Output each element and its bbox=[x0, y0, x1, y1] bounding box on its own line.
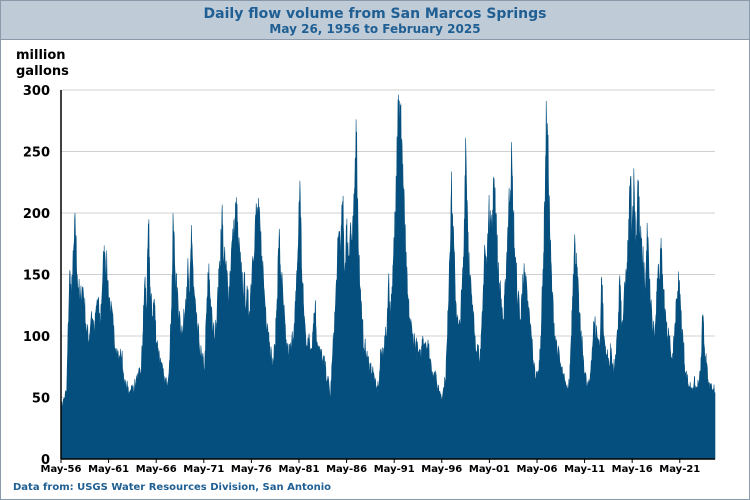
flow-area bbox=[60, 94, 716, 460]
x-tick-label: May-71 bbox=[183, 464, 224, 475]
chart-title: Daily flow volume from San Marcos Spring… bbox=[203, 6, 547, 22]
y-tick-label: 250 bbox=[23, 146, 50, 161]
x-tick-label: May-81 bbox=[278, 464, 319, 475]
x-tick-labels: May-56 May-61 May-66 May-71 May-76 May-81 May-… bbox=[41, 464, 701, 475]
y-tick-label: 150 bbox=[23, 269, 50, 284]
source-note: Data from: USGS Water Resources Division… bbox=[13, 482, 332, 493]
chart-header: Daily flow volume from San Marcos Spring… bbox=[1, 1, 749, 40]
y-tick-label: 0 bbox=[41, 453, 50, 468]
x-tick-label: May-61 bbox=[88, 464, 129, 475]
x-tick-label: May-16 bbox=[612, 464, 653, 475]
x-tick-label: May-76 bbox=[231, 464, 272, 475]
x-tick-label: May-01 bbox=[469, 464, 510, 475]
x-tick-label: May-11 bbox=[564, 464, 605, 475]
x-tick-label: May-96 bbox=[421, 464, 462, 475]
y-tick-label: 200 bbox=[23, 207, 50, 222]
x-tick-label: May-91 bbox=[374, 464, 415, 475]
y-tick-label: 300 bbox=[23, 84, 50, 99]
x-tick-label: May-66 bbox=[136, 464, 177, 475]
y-tick-labels: 0 50 100 150 200 250 300 bbox=[23, 84, 50, 468]
chart-subtitle: May 26, 1956 to February 2025 bbox=[269, 22, 481, 36]
x-tick-label: May-86 bbox=[326, 464, 367, 475]
x-tick-label: May-56 bbox=[41, 464, 82, 475]
x-tick-label: May-06 bbox=[516, 464, 557, 475]
axes bbox=[60, 90, 715, 463]
y-axis-label: million gallons bbox=[16, 48, 69, 79]
flow-series bbox=[60, 94, 716, 460]
y-axis-unit-label: million gallons bbox=[16, 48, 69, 80]
x-tick-label: May-21 bbox=[659, 464, 700, 475]
y-tick-label: 50 bbox=[32, 392, 50, 407]
y-tick-label: 100 bbox=[23, 330, 50, 345]
